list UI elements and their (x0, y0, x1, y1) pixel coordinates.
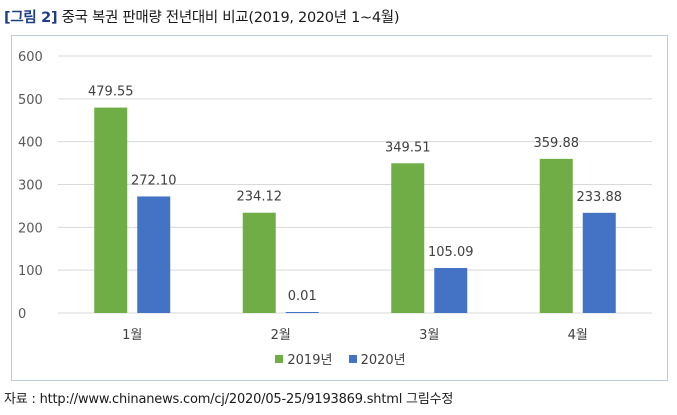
y-tick-label: 0 (18, 307, 26, 322)
y-tick-label: 500 (18, 93, 43, 108)
y-tick-label: 200 (18, 221, 43, 236)
chart-legend: 2019년 2020년 (12, 349, 669, 368)
figure-label: [그림 2] (4, 10, 58, 26)
legend-swatch-2020 (348, 355, 357, 363)
y-tick-label: 100 (18, 264, 43, 279)
x-tick-label: 3월 (419, 328, 439, 343)
bar-2019년-3월 (391, 163, 425, 313)
bar-2019년-4월 (539, 158, 573, 313)
bar-2019년-1월 (94, 107, 128, 314)
data-label: 479.55 (88, 85, 134, 100)
legend-label-2020: 2020년 (360, 353, 406, 368)
data-label: 272.10 (131, 173, 177, 188)
figure-title: 중국 복권 판매량 전년대비 비교(2019, 2020년 1~4월) (61, 10, 400, 26)
data-label: 234.12 (237, 190, 283, 205)
bar-2020년-1월 (137, 196, 171, 313)
bar-2019년-2월 (242, 212, 276, 313)
data-label: 359.88 (534, 136, 580, 151)
source-note: 자료 : http://www.chinanews.com/cj/2020/05… (4, 392, 454, 407)
legend-item-2019: 2019년 (275, 349, 332, 368)
y-tick-label: 300 (18, 179, 43, 194)
legend-label-2019: 2019년 (287, 353, 333, 368)
data-label: 105.09 (428, 245, 474, 260)
bar-2020년-3월 (434, 267, 468, 313)
bar-2020년-4월 (582, 212, 616, 313)
y-tick-label: 400 (18, 136, 43, 151)
data-label: 0.01 (288, 289, 317, 304)
data-label: 349.51 (385, 140, 431, 155)
x-tick-label: 2월 (271, 328, 291, 343)
legend-item-2020: 2020년 (348, 349, 406, 368)
figure-title-row: [그림 2] 중국 복권 판매량 전년대비 비교(2019, 2020년 1~4… (4, 6, 399, 28)
data-label: 233.88 (577, 190, 623, 205)
x-tick-label: 4월 (568, 328, 588, 343)
legend-swatch-2019 (275, 355, 284, 363)
y-tick-label: 600 (18, 50, 43, 65)
bar-chart: 0 100 200 300 400 500 600 479.55 272.10 1월 234.12 0… (18, 50, 652, 343)
chart-frame: 0 100 200 300 400 500 600 479.55 272.10 1월 234.12 0… (11, 35, 668, 381)
x-tick-label: 1월 (122, 328, 142, 343)
bar-2020년-2월 (285, 312, 319, 313)
